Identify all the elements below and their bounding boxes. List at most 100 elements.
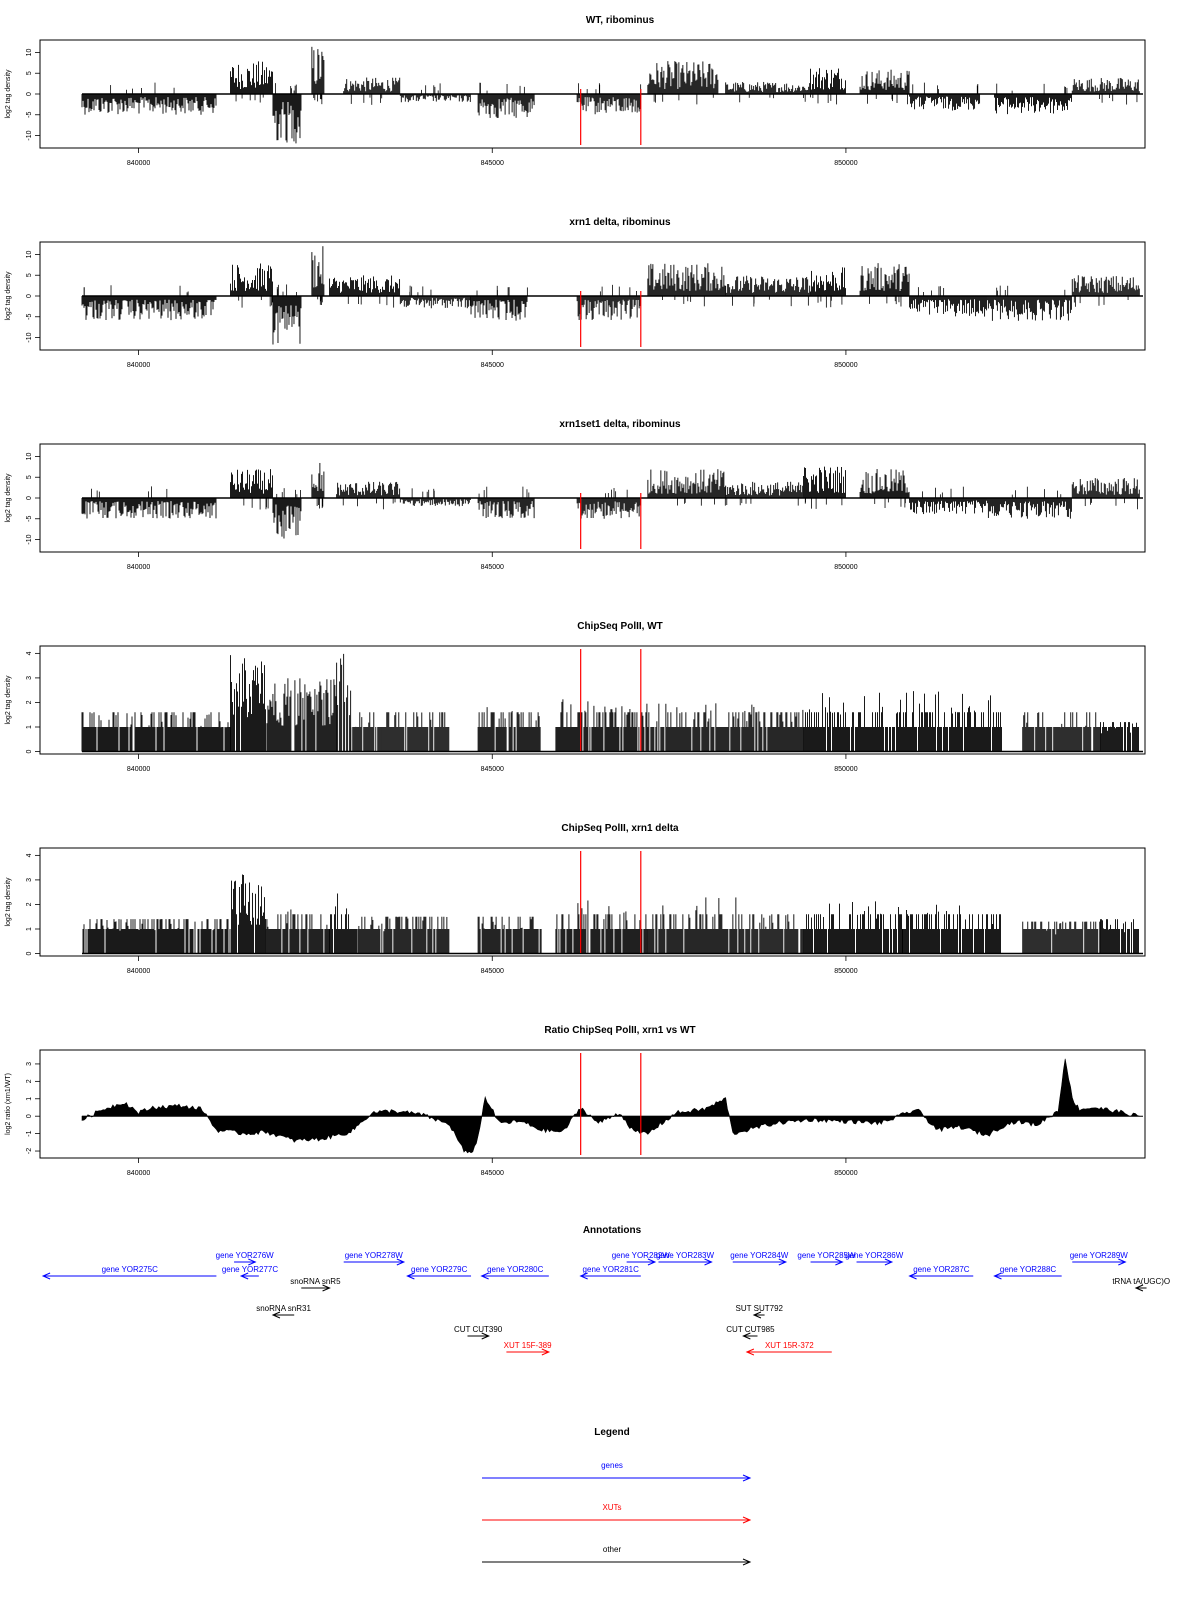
density-segment	[986, 486, 1072, 519]
density-segment	[399, 285, 471, 309]
density-segment	[477, 486, 535, 519]
density-segment	[470, 285, 528, 321]
density-segment	[986, 285, 1072, 321]
density-segment	[902, 904, 1001, 954]
x-tick-label: 845000	[481, 968, 504, 975]
density-segment	[725, 275, 811, 307]
density-segment	[909, 286, 988, 317]
density-segment	[1071, 275, 1140, 307]
panel-title: WT, ribominus	[586, 15, 655, 26]
y-tick-label: 0	[26, 951, 33, 955]
x-tick-label: 850000	[834, 564, 857, 571]
density-segment	[82, 919, 231, 954]
y-tick-label: -10	[26, 130, 33, 140]
y-tick-label: 4	[26, 651, 33, 655]
x-tick-label: 845000	[481, 362, 504, 369]
y-tick-label: 5	[26, 475, 33, 479]
density-segment	[357, 916, 450, 954]
density-segment	[266, 678, 337, 752]
density-segment	[859, 263, 910, 307]
density-segment	[336, 653, 352, 752]
density-segment	[859, 69, 910, 105]
y-tick-label: 1	[26, 725, 33, 729]
density-segment	[810, 267, 847, 308]
y-tick-label: 0	[26, 496, 33, 500]
density-segment	[343, 77, 401, 105]
data-series	[81, 653, 1143, 753]
x-tick-label: 845000	[481, 766, 504, 773]
y-tick-label: 2	[26, 902, 33, 906]
y-tick-label: 3	[26, 878, 33, 882]
density-segment	[647, 469, 726, 506]
y-axis-label: log2 tag density	[5, 473, 12, 523]
x-tick-label: 850000	[834, 362, 857, 369]
y-tick-label: 0	[26, 749, 33, 753]
y-tick-label: 0	[26, 294, 33, 298]
density-segment	[350, 712, 450, 752]
panel-title: xrn1set1 delta, ribominus	[559, 419, 681, 430]
panel-5: ChipSeq PolII, xrn1 delta log2 tag densit…	[5, 823, 1146, 975]
data-series	[82, 874, 1143, 955]
density-segment	[725, 81, 811, 103]
y-axis-label: log2 tag density	[5, 877, 12, 927]
density-segment	[647, 263, 726, 307]
y-tick-label: 3	[26, 676, 33, 680]
density-segment	[477, 916, 542, 954]
x-tick-label: 845000	[481, 160, 504, 167]
density-segment	[647, 61, 719, 105]
density-segment	[399, 488, 471, 507]
y-tick-label: -5	[26, 516, 33, 522]
density-segment	[909, 486, 988, 515]
x-tick-label: 850000	[834, 968, 857, 975]
x-tick-label: 840000	[127, 564, 150, 571]
density-segment	[81, 285, 217, 321]
y-tick-label: -5	[26, 112, 33, 118]
density-segment	[477, 707, 541, 752]
density-segment	[647, 897, 740, 954]
density-segment	[903, 691, 1002, 752]
density-segment	[555, 900, 648, 954]
density-segment	[803, 901, 903, 954]
density-segment	[329, 275, 401, 308]
density-segment	[231, 874, 266, 954]
y-tick-label: -5	[26, 314, 33, 320]
density-segment	[272, 83, 302, 144]
panel-title: ChipSeq PolII, WT	[577, 621, 663, 632]
x-tick-label: 840000	[127, 968, 150, 975]
density-segment	[336, 481, 401, 510]
density-segment	[399, 83, 471, 103]
density-segment	[1071, 77, 1140, 105]
density-segment	[477, 82, 535, 118]
x-tick-label: 850000	[834, 160, 857, 167]
y-tick-label: 5	[26, 273, 33, 277]
data-series	[81, 246, 1143, 345]
density-segment	[1100, 722, 1140, 752]
panel-2: xrn1 delta, ribominus log2 tag density -10…	[5, 217, 1146, 369]
y-tick-label: 4	[26, 853, 33, 857]
density-segment	[81, 486, 217, 519]
density-segment	[725, 481, 804, 506]
density-segment	[647, 703, 804, 752]
density-segment	[810, 68, 847, 105]
density-segment	[1071, 478, 1140, 510]
density-segment	[311, 46, 325, 105]
density-segment	[272, 488, 302, 539]
y-tick-label: 10	[26, 452, 33, 460]
plot-frame	[39, 645, 1146, 755]
density-segment	[81, 82, 217, 115]
x-tick-label: 850000	[834, 766, 857, 773]
data-series	[81, 46, 1143, 144]
plot-frame	[39, 847, 1146, 957]
panel-title: ChipSeq PolII, xrn1 delta	[561, 823, 679, 834]
y-tick-label: 5	[26, 71, 33, 75]
density-segment	[329, 893, 358, 954]
y-tick-label: 0	[26, 92, 33, 96]
density-segment	[81, 712, 231, 752]
density-segment	[803, 692, 903, 752]
x-tick-label: 840000	[127, 160, 150, 167]
density-segment	[576, 488, 641, 519]
y-axis-label: log2 tag density	[5, 271, 12, 321]
x-tick-label: 840000	[127, 766, 150, 773]
y-tick-label: 2	[26, 700, 33, 704]
